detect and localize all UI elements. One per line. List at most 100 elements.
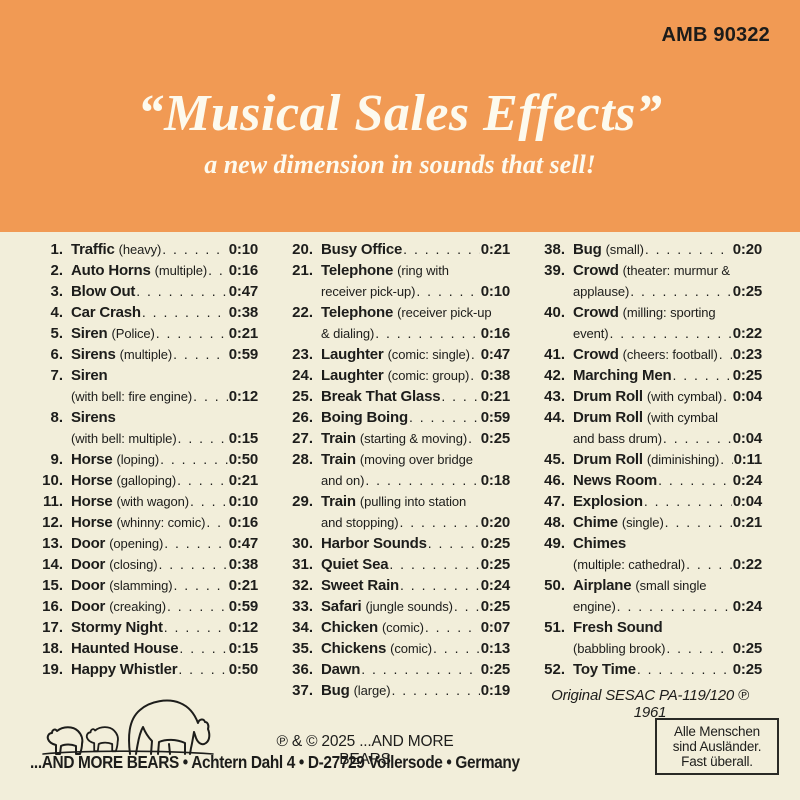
track-row: 28. Train (moving over bridge and on). . . …	[286, 449, 510, 491]
track-line-1: Dawn. . . . . . . . . . . . . . . . . . …	[321, 659, 510, 680]
track-title: Quiet Sea	[321, 556, 389, 573]
track-duration: 0:16	[480, 325, 510, 342]
dot-leader: . . . . . . . . . . . . . . . . . . . . …	[403, 241, 480, 257]
track-line-2: (with bell: multiple). . . . . . . . . .…	[71, 428, 258, 449]
dot-leader: . . . . . . . . . . . . . . . . . . . . …	[664, 514, 732, 530]
track-line-2: & dialing). . . . . . . . . . . . . . . …	[321, 323, 510, 344]
track-body: Chime(single). . . . . . . . . . . . . .…	[573, 512, 762, 533]
track-duration: 0:19	[480, 682, 510, 699]
track-line-1: Train (moving over bridge	[321, 449, 510, 470]
ground-line	[42, 750, 214, 755]
track-row: 12. Horse(whinny: comic). . . . . . . . .…	[36, 512, 258, 533]
track-title: Train	[321, 430, 356, 447]
dot-leader: . . . . . . . . . . . . . . . . . . . . …	[167, 598, 228, 614]
track-row: 19. Happy Whistler. . . . . . . . . . . .…	[36, 659, 258, 680]
track-line-1: Crowd (milling: sporting	[573, 302, 762, 323]
track-title: Drum Roll	[573, 409, 643, 426]
track-number: 21.	[292, 262, 313, 279]
track-body: Siren(Police). . . . . . . . . . . . . .…	[71, 323, 258, 344]
track-detail: (pulling into station	[359, 494, 467, 509]
track-body: Drum Roll(diminishing). . . . . . . . . …	[573, 449, 762, 470]
track-body: Stormy Night. . . . . . . . . . . . . . …	[71, 617, 258, 638]
track-detail: (Police)	[111, 326, 155, 341]
track-duration: 0:21	[228, 577, 258, 594]
track-row: 18. Haunted House. . . . . . . . . . . . …	[36, 638, 258, 659]
track-row: 13. Door(opening). . . . . . . . . . . . …	[36, 533, 258, 554]
track-row: 38. Bug(small). . . . . . . . . . . . . .…	[538, 239, 762, 260]
track-duration: 0:25	[732, 661, 762, 678]
dot-leader: . . . . . . . . . . . . . . . . . . . . …	[720, 451, 732, 467]
track-body: Door(slamming). . . . . . . . . . . . . …	[71, 575, 258, 596]
track-number: 51.	[544, 619, 565, 636]
track-number: 37.	[292, 682, 313, 699]
track-title: Chicken	[321, 619, 378, 636]
dot-leader: . . . . . . . . . . . . . . . . . . . . …	[416, 283, 479, 299]
track-row: 41. Crowd(cheers: football). . . . . . . …	[538, 344, 762, 365]
track-number: 3.	[50, 283, 63, 300]
track-duration: 0:47	[480, 346, 510, 363]
track-duration: 0:38	[228, 556, 258, 573]
dot-leader: . . . . . . . . . . . . . . . . . . . . …	[141, 304, 228, 320]
track-number: 26.	[292, 409, 313, 426]
track-title: Stormy Night	[71, 619, 163, 636]
track-line-1: Chicken(comic). . . . . . . . . . . . . …	[321, 617, 510, 638]
track-body: Train (moving over bridge and on). . . . .…	[321, 449, 510, 491]
track-body: Boing Boing. . . . . . . . . . . . . . .…	[321, 407, 510, 428]
header-band: AMB 90322 “Musical Sales Effects” a new …	[0, 0, 800, 232]
track-body: Drum Roll(with cymbal). . . . . . . . . …	[573, 386, 762, 407]
address-line: ...AND MORE BEARS • Achtern Dahl 4 • D-2…	[30, 752, 520, 772]
track-line-1: Door(opening). . . . . . . . . . . . . .…	[71, 533, 258, 554]
track-title: Horse	[71, 472, 113, 489]
track-title: Break That Glass	[321, 388, 441, 405]
track-number: 46.	[544, 472, 565, 489]
track-row: 27. Train(starting & moving). . . . . . .…	[286, 428, 510, 449]
dot-leader: . . . . . . . . . . . . . . . . . . . . …	[453, 598, 480, 614]
track-body: Crowd (milling: sporting event). . . . . .…	[573, 302, 762, 344]
track-line-2: engine). . . . . . . . . . . . . . . . .…	[573, 596, 762, 617]
track-number: 43.	[544, 388, 565, 405]
track-row: 52. Toy Time. . . . . . . . . . . . . . .…	[538, 659, 762, 680]
quote-line-1: Alle Menschen	[674, 724, 760, 739]
track-row: 4. Car Crash. . . . . . . . . . . . . . .…	[36, 302, 258, 323]
track-row: 34. Chicken(comic). . . . . . . . . . . .…	[286, 617, 510, 638]
track-detail-continued: (multiple: cathedral)	[573, 557, 686, 572]
track-line-1: Laughter(comic: group). . . . . . . . . …	[321, 365, 510, 386]
track-number: 23.	[292, 346, 313, 363]
track-duration: 0:21	[480, 388, 510, 405]
track-title: Blow Out	[71, 283, 136, 300]
dot-leader: . . . . . . . . . . . . . . . . . . . . …	[173, 577, 228, 593]
track-number: 34.	[292, 619, 313, 636]
track-number: 30.	[292, 535, 313, 552]
track-row: 33. Safari(jungle sounds). . . . . . . . …	[286, 596, 510, 617]
track-row: 30. Harbor Sounds. . . . . . . . . . . . …	[286, 533, 510, 554]
catalog-number: AMB 90322	[661, 24, 770, 46]
track-duration: 0:25	[480, 535, 510, 552]
track-title: Busy Office	[321, 241, 403, 258]
track-number: 5.	[50, 325, 63, 342]
track-duration: 0:38	[480, 367, 510, 384]
dot-leader: . . . . . . . . . . . . . . . . . . . . …	[193, 388, 228, 404]
track-title: Door	[71, 577, 106, 594]
track-line-2: applause). . . . . . . . . . . . . . . .…	[573, 281, 762, 302]
track-title: Horse	[71, 493, 113, 510]
big-bear	[128, 699, 211, 755]
track-title: Toy Time	[573, 661, 636, 678]
track-detail: (cheers: football)	[622, 347, 718, 362]
track-body: Fresh Sound (babbling brook). . . . . . .…	[573, 617, 762, 659]
track-detail: (whinny: comic)	[116, 515, 206, 530]
track-line-1: Siren(Police). . . . . . . . . . . . . .…	[71, 323, 258, 344]
dot-leader: . . . . . . . . . . . . . . . . . . . . …	[643, 493, 732, 509]
track-body: Horse(with wagon). . . . . . . . . . . .…	[71, 491, 258, 512]
track-number: 14.	[42, 556, 63, 573]
dot-leader: . . . . . . . . . . . . . . . . . . . . …	[666, 640, 731, 656]
dot-leader: . . . . . . . . . . . . . . . . . . . . …	[433, 640, 480, 656]
track-line-1: News Room. . . . . . . . . . . . . . . .…	[573, 470, 762, 491]
track-duration: 0:47	[228, 535, 258, 552]
track-duration: 0:25	[480, 661, 510, 678]
track-row: 39. Crowd (theater: murmur & applause). . .…	[538, 260, 762, 302]
track-body: News Room. . . . . . . . . . . . . . . .…	[573, 470, 762, 491]
track-row: 45. Drum Roll(diminishing). . . . . . . .…	[538, 449, 762, 470]
track-title: Drum Roll	[573, 388, 643, 405]
track-body: Car Crash. . . . . . . . . . . . . . . .…	[71, 302, 258, 323]
